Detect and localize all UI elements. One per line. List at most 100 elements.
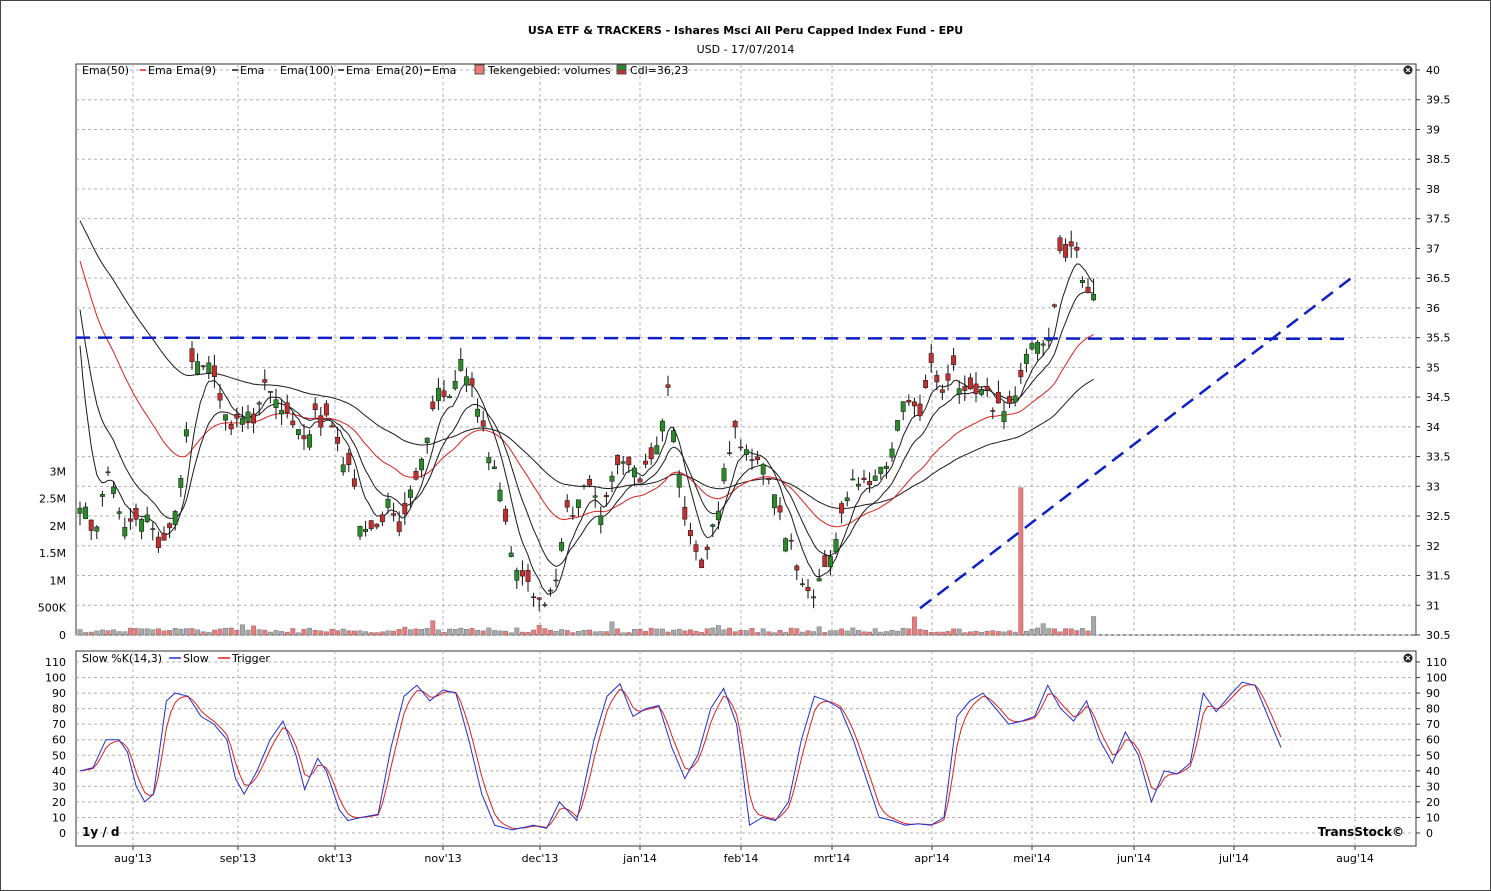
trigger-line <box>79 684 1282 830</box>
volume-bar <box>822 632 828 636</box>
candle-body <box>699 559 705 569</box>
ema-100-line <box>79 220 1094 509</box>
price-tick-label: 36.5 <box>1426 272 1451 285</box>
candle-body <box>514 570 520 581</box>
volume-bar <box>855 630 861 636</box>
candle-body <box>508 552 514 557</box>
volume-bar <box>430 620 436 636</box>
volume-bar <box>301 628 307 636</box>
stoch-tick-label-left: 20 <box>52 796 66 809</box>
candle-body <box>318 415 324 428</box>
candle-body <box>861 477 867 480</box>
candle-body <box>570 515 576 517</box>
volume-bar <box>351 630 357 636</box>
volume-bar <box>256 629 262 636</box>
volume-bar <box>508 632 514 636</box>
candle-body <box>833 539 839 553</box>
candle-body <box>469 378 475 386</box>
volume-bar <box>1063 628 1069 636</box>
candle-body <box>161 532 167 541</box>
volume-bar <box>553 630 559 636</box>
volume-bar <box>715 625 721 636</box>
price-tick-label: 37 <box>1426 242 1440 255</box>
candle-body <box>374 523 380 528</box>
volume-bar <box>682 630 688 636</box>
candle-body <box>1001 411 1007 422</box>
volume-bar <box>88 631 94 636</box>
candle-body <box>755 456 761 461</box>
candle-body <box>592 495 598 498</box>
volume-bar <box>839 628 845 636</box>
price-tick-label: 39.5 <box>1426 94 1451 107</box>
candle-body <box>155 536 161 548</box>
candle-body <box>805 586 811 592</box>
volume-bar <box>1001 631 1007 636</box>
volume-bar <box>262 629 268 636</box>
volume-bar <box>284 631 290 636</box>
stoch-tick-label-left: 90 <box>52 687 66 700</box>
volume-bar <box>1046 628 1052 636</box>
volume-bar <box>279 631 285 636</box>
volume-bar <box>872 628 878 636</box>
volume-bar <box>699 632 705 636</box>
candle-body <box>301 435 307 440</box>
candle-body <box>771 494 777 509</box>
stoch-tick-label-right: 20 <box>1426 796 1440 809</box>
volume-bar <box>844 630 850 636</box>
volume-bar <box>178 628 184 636</box>
price-tick-label: 34 <box>1426 421 1440 434</box>
volume-bar <box>1012 631 1018 636</box>
candle-body <box>351 478 357 487</box>
candle-body <box>1079 280 1085 283</box>
stoch-legend: Slow %K(14,3) Slow Trigger <box>82 652 270 665</box>
stoch-tick-label-left: 10 <box>52 811 66 824</box>
volume-bar <box>631 629 637 636</box>
volume-bar <box>671 629 677 636</box>
volume-bar <box>833 630 839 636</box>
volume-bar <box>116 631 122 636</box>
candle-body <box>206 362 212 374</box>
candle-body <box>329 425 335 428</box>
volume-bar <box>172 627 178 636</box>
volume-bar <box>788 627 794 636</box>
candle-body <box>743 449 749 455</box>
volume-bar <box>945 631 951 636</box>
candle-body <box>581 485 587 488</box>
volume-bar <box>917 629 923 636</box>
volume-bar <box>239 624 245 636</box>
candle-body <box>139 519 145 532</box>
candle-body <box>77 507 83 514</box>
volume-bar <box>424 628 430 636</box>
volume-bar <box>340 628 346 636</box>
stoch-tick-label-left: 70 <box>52 718 66 731</box>
volume-bar <box>1074 630 1080 636</box>
stoch-tick-label-right: 100 <box>1426 672 1447 685</box>
volume-bar <box>447 628 453 636</box>
candle-body <box>452 380 458 389</box>
legend-entry: Tekengebied: volumes <box>487 64 611 77</box>
candle-body <box>559 542 565 551</box>
volume-bar <box>643 631 649 636</box>
x-tick-label: jul'14 <box>1218 852 1249 865</box>
candle-body <box>643 460 649 465</box>
volume-tick-label: 2M <box>50 520 67 533</box>
candle-body <box>727 452 733 454</box>
stoch-tick-label-left: 80 <box>52 703 66 716</box>
candle-body <box>335 436 341 444</box>
page-title: USA ETF & TRACKERS - Ishares Msci All Pe… <box>527 24 964 37</box>
candle-body <box>290 420 296 426</box>
candle-body <box>340 464 346 473</box>
candle-body <box>631 467 637 478</box>
volume-tick-label: 3M <box>50 465 67 478</box>
candle-body <box>83 506 89 520</box>
volume-bar <box>195 629 201 636</box>
volume-bar <box>615 628 621 636</box>
candle-body <box>665 384 671 388</box>
price-tick-label: 33.5 <box>1426 451 1451 464</box>
price-tick-label: 34.5 <box>1426 391 1451 404</box>
volume-bar <box>592 631 598 636</box>
legend-entry: Ema <box>148 64 172 77</box>
candle-body <box>822 555 828 567</box>
volume-bar <box>111 629 117 636</box>
volume-bar <box>693 630 699 636</box>
